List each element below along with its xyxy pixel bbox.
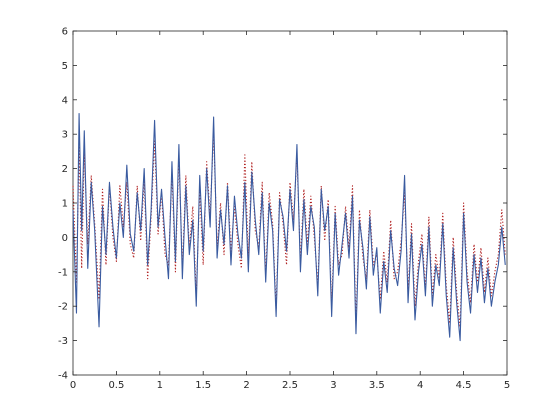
y-tick-label: 5 (62, 61, 68, 72)
series-line-dotted (72, 130, 506, 328)
y-tick-label: 1 (62, 199, 68, 210)
y-tick-label: 4 (62, 95, 68, 106)
y-tick-label: -2 (58, 302, 68, 313)
y-tick-label: -1 (58, 267, 68, 278)
y-tick-label: 3 (62, 130, 68, 141)
x-tick-label: 2.5 (282, 380, 298, 391)
x-tick-label: 3 (330, 380, 336, 391)
x-axis: 0 0.5 1 1.5 2 2.5 3 3.5 4 4.5 5 (70, 31, 510, 391)
y-tick-label: 6 (62, 27, 68, 38)
y-axis: -4 -3 -2 -1 0 1 2 3 4 5 6 (58, 27, 507, 382)
x-tick-label: 3.5 (369, 380, 385, 391)
series-line-solid (72, 113, 506, 342)
y-tick-label: -3 (58, 336, 68, 347)
y-tick-label: 2 (62, 164, 68, 175)
series-layer (72, 113, 506, 342)
x-tick-label: 1 (157, 380, 163, 391)
x-tick-label: 1.5 (195, 380, 211, 391)
x-tick-label: 4.5 (456, 380, 472, 391)
x-tick-label: 0.5 (108, 380, 124, 391)
x-tick-label: 2 (243, 380, 249, 391)
x-tick-label: 5 (504, 380, 510, 391)
y-tick-label: -4 (58, 371, 68, 382)
x-tick-label: 0 (70, 380, 76, 391)
x-tick-label: 4 (417, 380, 423, 391)
y-tick-label: 0 (62, 233, 68, 244)
